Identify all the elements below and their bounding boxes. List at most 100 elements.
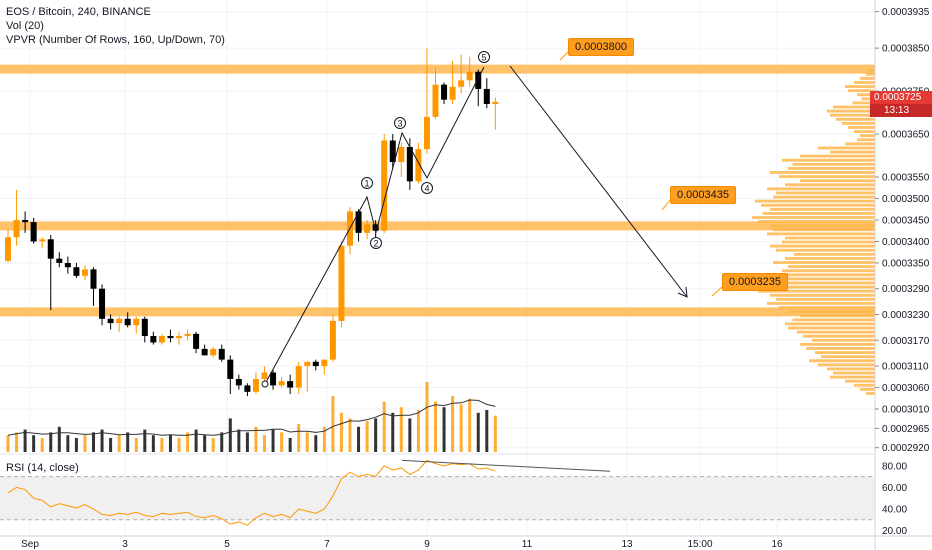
candle-body	[47, 239, 54, 259]
vpvr-row	[854, 383, 875, 387]
level-label-0003235[interactable]: 0.0003235	[722, 273, 788, 291]
candle-body	[227, 359, 234, 379]
symbol-legend[interactable]: EOS / Bitcoin, 240, BINANCE	[6, 6, 151, 18]
candle-body	[441, 84, 448, 100]
projection-arrow-head	[677, 286, 688, 298]
vpvr-row	[854, 130, 875, 133]
wave-label: 2	[373, 239, 378, 249]
level-band	[0, 64, 875, 74]
volume-bar	[485, 410, 489, 452]
wave-label: 5	[481, 53, 486, 63]
volume-bar	[254, 426, 258, 452]
volume-bar	[305, 432, 309, 452]
volume-bar	[203, 435, 207, 452]
volume-bar	[331, 396, 335, 452]
candle-body	[406, 146, 413, 182]
candle-body	[73, 267, 80, 276]
volume-bar	[211, 438, 215, 452]
volume-bar	[434, 401, 437, 452]
wave-origin	[261, 380, 269, 388]
wave-circle	[394, 117, 406, 129]
wave-label: 1	[364, 179, 369, 189]
candle-body	[64, 262, 71, 268]
volume-bar	[237, 429, 241, 452]
price-tick-label: 0.0003450	[882, 215, 930, 226]
candle-body	[295, 366, 302, 388]
candle-body	[304, 361, 311, 367]
candle	[124, 312, 131, 328]
volume-bar	[357, 426, 361, 452]
candle-body	[56, 258, 63, 263]
candle-body	[150, 335, 157, 343]
candle	[116, 316, 123, 332]
candle	[321, 359, 328, 375]
candle-body	[329, 320, 336, 360]
candle	[441, 82, 448, 104]
time-tick-label: 11	[522, 539, 533, 550]
volume-bar	[245, 432, 249, 452]
candle-body	[338, 245, 345, 321]
vpvr-row	[848, 126, 875, 129]
vpvr-row	[785, 322, 875, 326]
candle	[22, 211, 29, 233]
volume-bar	[66, 435, 70, 452]
candle	[81, 265, 88, 281]
price-tick-label: 0.0003650	[882, 130, 930, 141]
candle	[167, 329, 174, 343]
candle	[329, 314, 336, 362]
level-label-0003800[interactable]: 0.0003800	[568, 38, 634, 56]
vpvr-row	[866, 72, 875, 76]
volume-bar	[339, 412, 343, 452]
projection-arrow-line	[509, 65, 688, 298]
volume-legend[interactable]: Vol (20)	[6, 20, 44, 32]
level-band	[0, 307, 875, 317]
vpvr-row	[747, 285, 875, 289]
candle	[475, 69, 482, 107]
rsi-tick-label: 20.00	[882, 526, 907, 537]
level-label-0003435[interactable]: 0.0003435	[670, 186, 736, 204]
vpvr-row	[860, 134, 875, 138]
vpvr-legend[interactable]: VPVR (Number Of Rows, 160, Up/Down, 70)	[6, 34, 225, 46]
vpvr-row	[785, 183, 875, 187]
price-tick-label: 0.0003350	[882, 258, 930, 269]
candle-body	[184, 333, 191, 336]
vpvr-row	[836, 117, 875, 121]
candle	[218, 344, 225, 362]
vpvr-row	[770, 171, 875, 174]
level-pointer	[661, 199, 671, 211]
candle-body	[176, 335, 182, 339]
candle	[278, 376, 285, 388]
candle-body	[270, 372, 277, 386]
volume-bar	[382, 401, 386, 452]
candle-body	[483, 88, 490, 104]
volume-bar	[399, 407, 403, 452]
vpvr-row	[761, 203, 875, 207]
vpvr-row	[788, 326, 875, 330]
price-tick-label: 0.0003060	[882, 383, 930, 394]
volume-bar	[186, 432, 190, 452]
candle-body	[90, 269, 97, 289]
candle-body	[235, 378, 242, 386]
candle	[432, 67, 439, 120]
candle	[39, 237, 46, 248]
volume-bar	[6, 435, 10, 452]
vpvr-row	[792, 318, 875, 322]
candle	[150, 331, 157, 345]
candle-body	[475, 71, 482, 89]
volume-bar	[348, 418, 352, 452]
candle	[364, 219, 371, 240]
candle	[227, 355, 234, 394]
vpvr-row	[833, 105, 875, 109]
candle	[466, 56, 473, 87]
vpvr-row	[842, 121, 875, 125]
rsi-divergence-line	[401, 459, 611, 472]
vpvr-row	[800, 154, 875, 158]
vpvr-row	[782, 269, 875, 273]
candle	[458, 54, 465, 94]
vpvr-row	[788, 166, 875, 170]
vpvr-row	[770, 207, 875, 211]
rsi-legend[interactable]: RSI (14, close)	[6, 462, 79, 474]
candle	[244, 383, 251, 397]
price-tick-label: 0.0002920	[882, 443, 930, 454]
